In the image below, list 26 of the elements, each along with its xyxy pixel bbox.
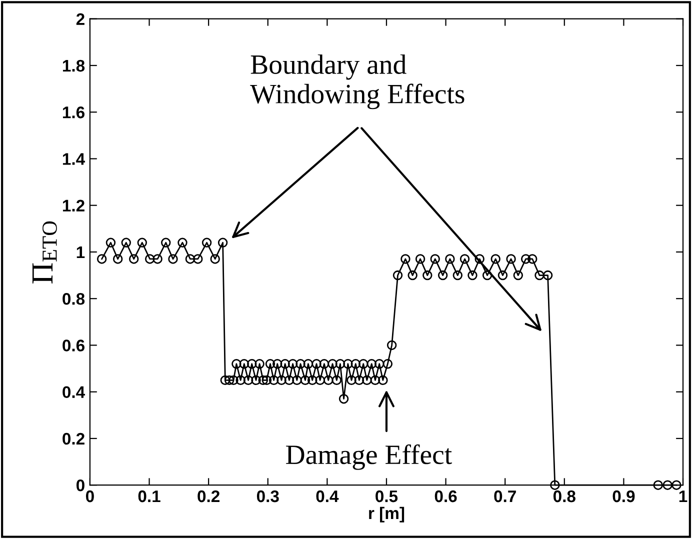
x-tick-label: 0.1 bbox=[138, 490, 160, 502]
y-tick-label: 0 bbox=[76, 480, 84, 492]
y-tick-label: 0.2 bbox=[62, 432, 84, 445]
y-tick-label: 1.4 bbox=[62, 153, 86, 165]
y-tick-label: 1.2 bbox=[62, 200, 84, 212]
y-tick-label: 1.8 bbox=[62, 60, 85, 72]
y-tick-label: 1 bbox=[76, 246, 85, 258]
x-tick-label: 0.2 bbox=[198, 490, 220, 502]
x-tick-label: 0.7 bbox=[494, 490, 516, 502]
annotation: Boundary and Windowing Effects bbox=[250, 54, 464, 110]
x-tick-label: 0.9 bbox=[612, 490, 635, 502]
y-tick-label: 0.6 bbox=[62, 340, 84, 352]
x-tick-label: 0.4 bbox=[316, 490, 339, 502]
x-tick-label: 0 bbox=[86, 490, 94, 502]
y-tick-label: 1.6 bbox=[62, 106, 84, 118]
y-tick-label: 2 bbox=[76, 13, 84, 25]
y-tick-label: 0.4 bbox=[62, 386, 86, 398]
x-tick-label: 0.8 bbox=[553, 490, 576, 502]
x-tick-label: 0.6 bbox=[434, 490, 457, 502]
annotation: Damage Effect bbox=[286, 444, 452, 470]
x-tick-label: 1 bbox=[679, 490, 688, 502]
y-axis-title: Π$_{ETO}$ bbox=[32, 221, 57, 284]
y-tick-label: 0.8 bbox=[62, 293, 85, 305]
x-axis-title: r [m] bbox=[369, 506, 404, 522]
x-tick-label: 0.5 bbox=[376, 490, 398, 502]
x-tick-label: 0.3 bbox=[256, 490, 279, 502]
